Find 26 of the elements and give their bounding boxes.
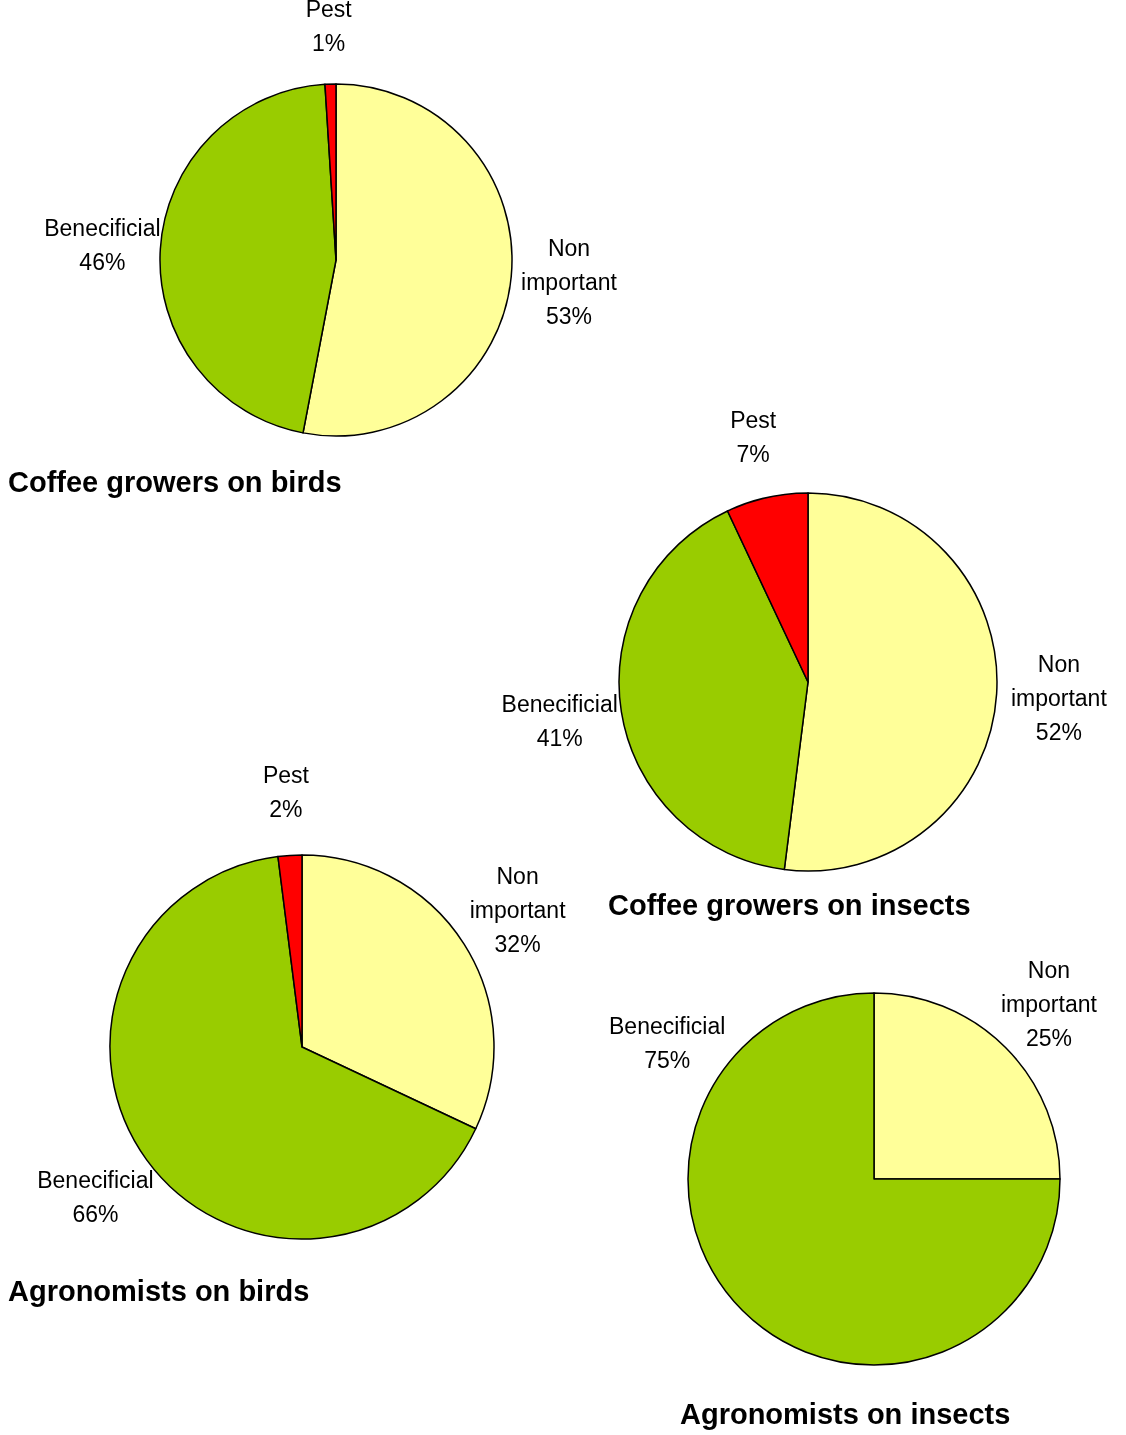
slice-label: Pest: [305, 0, 353, 23]
slice-label: Pest: [262, 762, 310, 789]
data-label: 7%: [736, 440, 770, 467]
slice-label: Benecificial: [501, 691, 618, 718]
text: Coffee growers on birds: [8, 466, 342, 498]
data-label: 2%: [269, 796, 303, 823]
data-label: 32%: [494, 931, 541, 958]
slice-label: Non important: [469, 863, 567, 924]
slice-label: Benecificial: [37, 1167, 154, 1194]
slice-label: Non important: [521, 235, 618, 296]
slice-label: Benecificial: [44, 215, 161, 242]
data-label: 41%: [536, 725, 583, 752]
text: Agronomists on birds: [8, 1275, 310, 1307]
text: Agronomists on insects: [680, 1398, 1011, 1430]
data-label: 52%: [1035, 718, 1082, 745]
data-label: 46%: [79, 249, 126, 276]
slice-label: Non important: [1000, 957, 1098, 1018]
slice-label: Non important: [1010, 650, 1108, 711]
data-label: 75%: [644, 1047, 691, 1074]
text: Coffee growers on insects: [608, 889, 971, 921]
slice-label: Pest: [730, 406, 777, 433]
slice-label: Benecificial: [609, 1013, 726, 1040]
data-label: 53%: [546, 303, 593, 330]
data-label: 25%: [1025, 1025, 1072, 1052]
data-label: 66%: [72, 1201, 119, 1228]
data-label: 1%: [312, 30, 346, 57]
